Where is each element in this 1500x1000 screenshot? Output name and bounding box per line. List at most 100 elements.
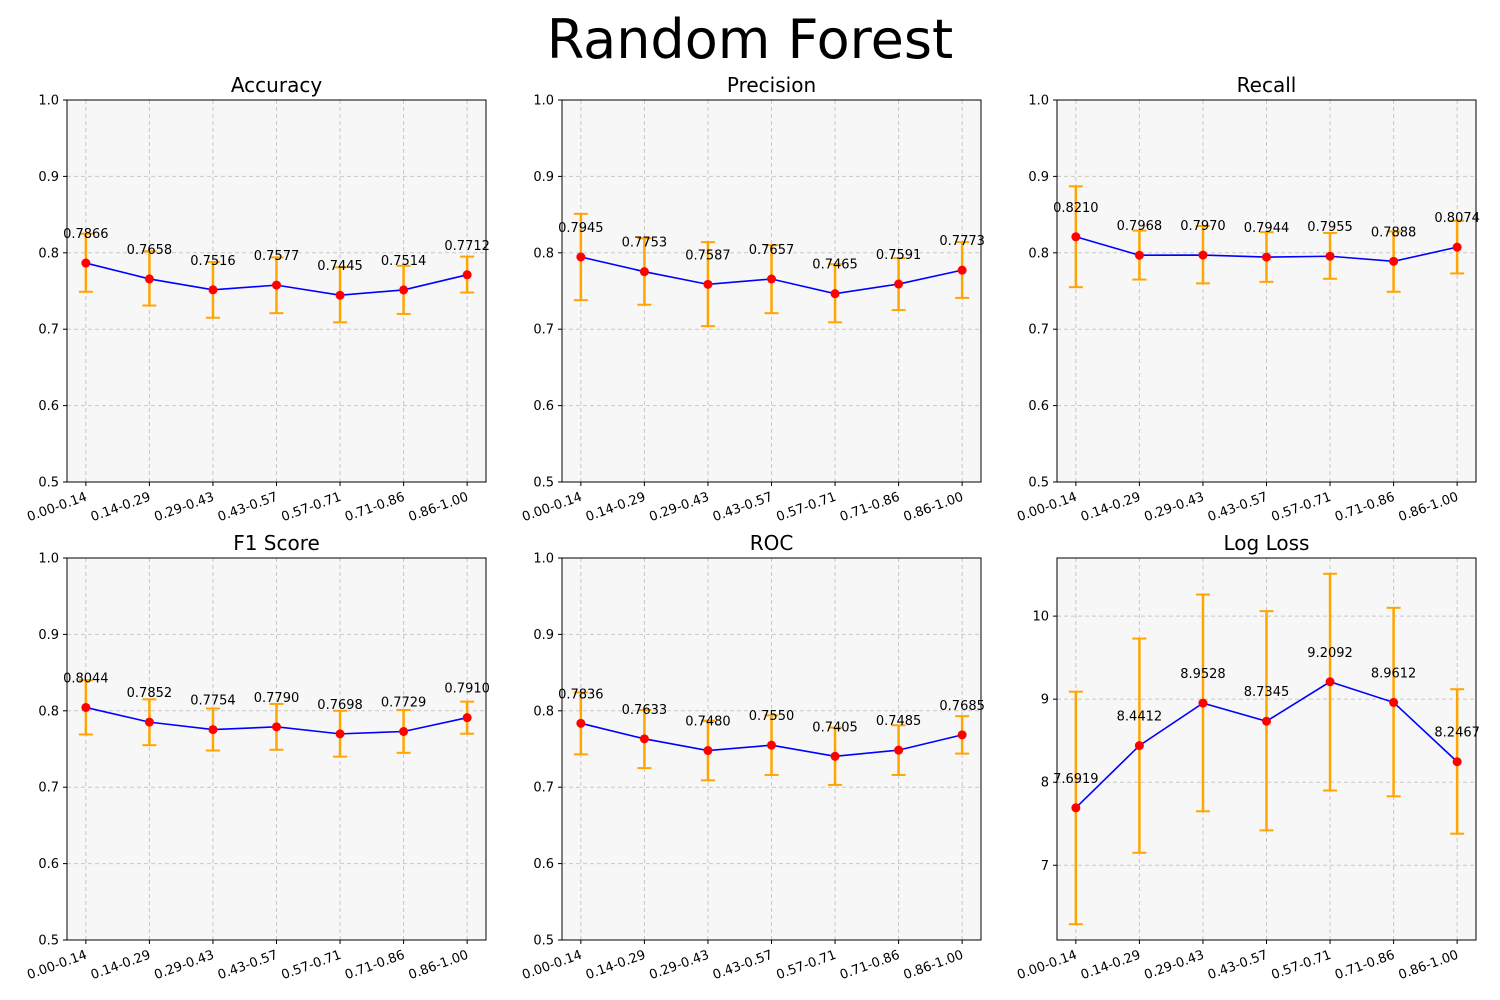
- y-tick-label: 0.8: [1028, 246, 1049, 261]
- data-label: 0.7712: [444, 239, 490, 254]
- y-tick-label: 7: [1041, 859, 1049, 874]
- x-tick-label: 0.71-0.86: [343, 948, 407, 984]
- chart-title: Accuracy: [231, 73, 322, 97]
- y-tick-label: 0.9: [533, 170, 554, 185]
- x-tick-label: 0.71-0.86: [838, 948, 902, 984]
- y-tick-label: 0.7: [533, 781, 554, 796]
- data-point: [399, 727, 409, 737]
- y-tick-label: 0.8: [533, 704, 554, 719]
- chart-title: Precision: [727, 73, 816, 97]
- x-tick-label: 0.00-0.14: [520, 948, 584, 984]
- x-tick-label: 0.71-0.86: [1333, 948, 1397, 984]
- data-point: [1134, 741, 1144, 751]
- data-label: 8.7345: [1244, 685, 1290, 700]
- data-label: 7.6919: [1053, 772, 1099, 787]
- data-point: [1452, 757, 1462, 767]
- data-label: 0.7910: [444, 682, 490, 697]
- y-tick-label: 1.0: [38, 552, 59, 567]
- data-label: 0.7445: [317, 259, 363, 274]
- data-point: [830, 751, 840, 761]
- data-label: 0.7587: [685, 248, 731, 263]
- data-label: 0.7852: [127, 686, 173, 701]
- data-label: 0.7685: [939, 699, 985, 714]
- data-label: 0.7773: [939, 234, 985, 249]
- y-tick-label: 0.5: [38, 476, 59, 491]
- data-point: [1325, 677, 1335, 687]
- x-tick-label: 0.57-0.71: [774, 490, 838, 526]
- data-label: 0.7657: [749, 243, 795, 258]
- data-point: [957, 730, 967, 740]
- chart-precision: 0.5 0.6 0.7 0.8 0.9 1.0 0.00-0.14 0.14-0.29 0.29…: [520, 73, 985, 525]
- data-point: [1134, 250, 1144, 260]
- data-label: 0.7944: [1244, 221, 1290, 236]
- y-tick-label: 0.7: [1028, 323, 1049, 338]
- data-point: [1262, 252, 1271, 262]
- data-label: 0.7516: [190, 254, 236, 269]
- data-label: 8.2467: [1434, 726, 1480, 741]
- x-tick-label: 0.00-0.14: [520, 490, 584, 526]
- figure-title: Random Forest: [546, 8, 954, 71]
- data-label: 0.7658: [127, 243, 173, 258]
- x-tick-label: 0.86-1.00: [407, 490, 471, 526]
- data-point: [399, 285, 409, 295]
- data-label: 0.7729: [381, 696, 427, 711]
- x-tick-label: 0.57-0.71: [279, 490, 343, 526]
- data-point: [1198, 250, 1208, 260]
- y-tick-label: 1.0: [533, 94, 554, 109]
- data-point: [81, 702, 91, 712]
- y-tick-label: 9: [1041, 693, 1049, 708]
- y-tick-label: 0.5: [533, 476, 554, 491]
- chart-f1-score: 0.5 0.6 0.7 0.8 0.9 1.0 0.00-0.14 0.14-0.29 0.29…: [25, 531, 490, 983]
- data-point: [1389, 256, 1399, 266]
- y-tick-label: 10: [1032, 610, 1049, 625]
- data-label: 0.8210: [1053, 201, 1099, 216]
- data-point: [703, 746, 713, 756]
- data-point: [1198, 698, 1208, 708]
- x-tick-label: 0.43-0.57: [711, 490, 775, 526]
- x-tick-label: 0.29-0.43: [152, 490, 216, 526]
- data-label: 0.7514: [381, 254, 427, 269]
- y-tick-label: 0.5: [1028, 476, 1049, 491]
- y-tick-label: 0.9: [38, 170, 59, 185]
- data-label: 0.7753: [622, 236, 668, 251]
- data-label: 0.7465: [812, 258, 858, 273]
- chart-title: ROC: [750, 531, 794, 555]
- data-point: [144, 717, 154, 727]
- data-point: [894, 279, 904, 289]
- x-tick-label: 0.00-0.14: [1015, 948, 1079, 984]
- y-tick-label: 0.6: [38, 399, 59, 414]
- y-tick-label: 0.7: [533, 323, 554, 338]
- y-tick-label: 0.6: [38, 857, 59, 872]
- data-label: 0.7754: [190, 694, 236, 709]
- y-tick-label: 0.9: [38, 628, 59, 643]
- x-tick-label: 0.57-0.71: [774, 948, 838, 984]
- y-tick-label: 0.8: [38, 704, 59, 719]
- data-label: 0.7970: [1180, 219, 1226, 234]
- chart-title: F1 Score: [233, 531, 320, 555]
- data-point: [81, 258, 91, 268]
- data-point: [144, 274, 154, 284]
- y-tick-label: 0.5: [38, 934, 59, 949]
- x-tick-label: 0.00-0.14: [25, 948, 89, 984]
- data-point: [957, 265, 967, 275]
- x-tick-label: 0.43-0.57: [711, 948, 775, 984]
- data-point: [767, 740, 776, 750]
- y-tick-label: 1.0: [1028, 94, 1049, 109]
- x-tick-label: 0.14-0.29: [1079, 948, 1143, 984]
- data-label: 0.7866: [63, 227, 109, 242]
- data-label: 0.7790: [254, 691, 300, 706]
- y-tick-label: 0.9: [533, 628, 554, 643]
- x-tick-label: 0.86-1.00: [902, 948, 966, 984]
- x-tick-label: 0.43-0.57: [216, 490, 280, 526]
- x-tick-label: 0.43-0.57: [216, 948, 280, 984]
- x-tick-label: 0.86-1.00: [902, 490, 966, 526]
- data-point: [639, 734, 649, 744]
- y-tick-label: 1.0: [533, 552, 554, 567]
- data-label: 0.7633: [622, 703, 668, 718]
- data-label: 0.7485: [876, 714, 922, 729]
- data-label: 0.7698: [317, 698, 363, 713]
- x-tick-label: 0.57-0.71: [1269, 948, 1333, 984]
- y-tick-label: 0.5: [533, 934, 554, 949]
- data-label: 0.7480: [685, 715, 731, 730]
